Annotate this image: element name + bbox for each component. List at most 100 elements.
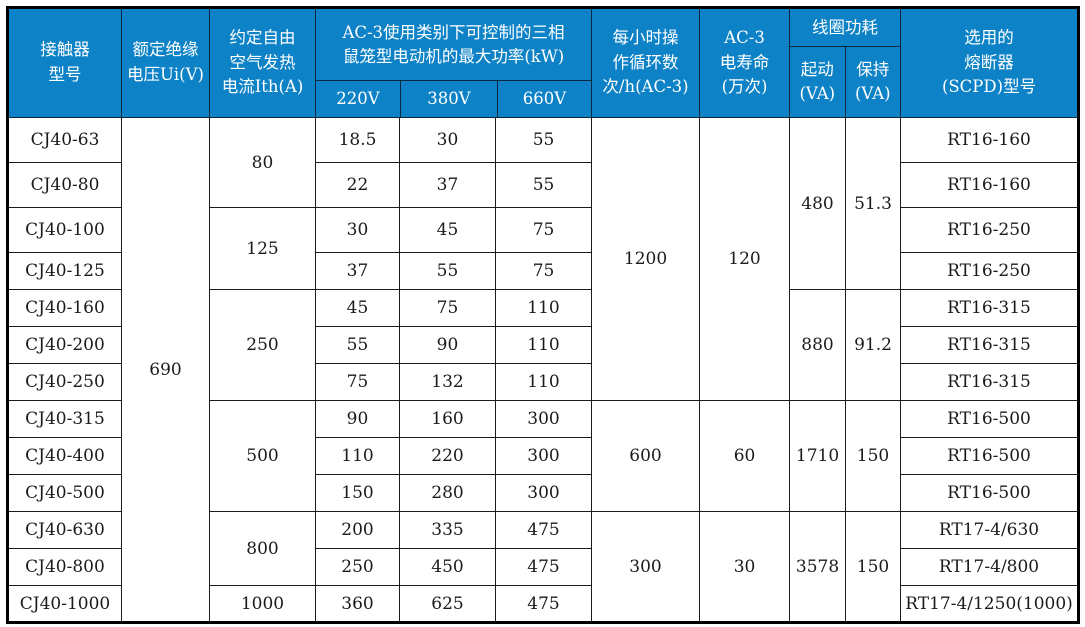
kw-380-cell: 30 bbox=[399, 117, 496, 163]
model-cell: CJ40-100 bbox=[7, 207, 122, 253]
col-header-220v: 220V bbox=[336, 89, 380, 109]
col-header-fuse-scpd: 选用的 熔断器 (SCPD)型号 bbox=[900, 7, 1080, 118]
model-cell: CJ40-160 bbox=[7, 289, 122, 327]
model-cell: CJ40-125 bbox=[7, 252, 122, 290]
fuse-cell: RT16-160 bbox=[900, 162, 1080, 208]
coil-pickup-cell: 480 bbox=[789, 117, 847, 290]
kw-380-cell: 45 bbox=[399, 207, 496, 253]
table-row: CJ40-315 500 90 160 300 600 60 1710 150 … bbox=[7, 400, 1080, 512]
kw-220-cell: 360 bbox=[315, 585, 400, 623]
table-row: CJ40-1000 1000 360 625 475 RT17-4/1250(1… bbox=[7, 585, 1080, 623]
fuse-cell: RT17-4/1250(1000) bbox=[900, 585, 1080, 623]
coil-holding-cell: 51.3 bbox=[845, 117, 902, 290]
kw-220-cell: 200 bbox=[315, 511, 400, 549]
kw-220-cell: 30 bbox=[315, 207, 400, 253]
fuse-cell: RT16-315 bbox=[900, 326, 1080, 364]
kw-380-cell: 160 bbox=[399, 400, 496, 438]
kw-220-cell: 55 bbox=[315, 326, 400, 364]
col-header-380v: 380V bbox=[400, 81, 497, 117]
kw-660-cell: 75 bbox=[494, 207, 593, 253]
kw-380-cell: 37 bbox=[399, 162, 496, 208]
kw-660-cell: 300 bbox=[494, 400, 593, 438]
coil-holding-cell: 91.2 bbox=[845, 289, 902, 401]
model-cell: CJ40-250 bbox=[7, 363, 122, 401]
kw-380-cell: 75 bbox=[399, 289, 496, 327]
kw-380-cell: 335 bbox=[399, 511, 496, 549]
coil-power-group-title: 线圈功耗 bbox=[790, 9, 901, 47]
kw-220-cell: 150 bbox=[315, 474, 400, 512]
table-row: CJ40-80 22 37 55 RT16-160 bbox=[7, 162, 1080, 208]
col-header-660v: 660V bbox=[497, 81, 591, 117]
kw-660-cell: 475 bbox=[494, 511, 593, 549]
kw-220-cell: 90 bbox=[315, 400, 400, 438]
kw-660-cell: 75 bbox=[494, 252, 593, 290]
fuse-cell: RT16-315 bbox=[900, 289, 1080, 327]
model-cell: CJ40-80 bbox=[7, 162, 122, 208]
kw-220-cell: 18.5 bbox=[315, 117, 400, 163]
voltage-subheaders: 220V 380V 660V bbox=[316, 81, 591, 117]
ith-cell: 250 bbox=[209, 289, 316, 401]
kw-660-cell: 55 bbox=[494, 162, 593, 208]
model-cell: CJ40-1000 bbox=[7, 585, 122, 623]
col-header-cycles-per-hour: 每小时操 作循环数 次/h(AC-3) bbox=[591, 7, 701, 118]
kw-220-cell: 75 bbox=[315, 363, 400, 401]
col-header-coil-pickup: 起动 (VA) bbox=[799, 60, 836, 103]
kw-660-cell: 300 bbox=[494, 437, 593, 475]
kw-660-cell: 110 bbox=[494, 363, 593, 401]
coil-holding-cell: 150 bbox=[845, 511, 902, 623]
kw-660-cell: 55 bbox=[494, 117, 593, 163]
fuse-cell: RT16-500 bbox=[900, 437, 1080, 475]
kw-220-cell: 37 bbox=[315, 252, 400, 290]
life-cell: 30 bbox=[699, 511, 791, 623]
kw-380-cell: 220 bbox=[399, 437, 496, 475]
coil-subheaders: 起动 (VA) 保持 (VA) bbox=[790, 47, 900, 117]
ith-cell: 800 bbox=[209, 511, 316, 586]
kw-660-cell: 110 bbox=[494, 326, 593, 364]
kw-220-cell: 250 bbox=[315, 548, 400, 586]
table-row: CJ40-250 75 132 110 RT16-315 bbox=[7, 363, 1080, 401]
kw-220-cell: 110 bbox=[315, 437, 400, 475]
model-cell: CJ40-630 bbox=[7, 511, 122, 549]
ith-cell: 80 bbox=[209, 117, 316, 208]
kw-380-cell: 90 bbox=[399, 326, 496, 364]
model-cell: CJ40-315 bbox=[7, 400, 122, 438]
fuse-cell: RT16-500 bbox=[900, 474, 1080, 512]
model-cell: CJ40-63 bbox=[7, 117, 122, 163]
table-row: CJ40-630 800 200 335 475 300 30 3578 150… bbox=[7, 511, 1080, 623]
table-row: CJ40-400 110 220 300 RT16-500 bbox=[7, 437, 1080, 475]
life-cell: 60 bbox=[699, 400, 791, 512]
table-row: CJ40-160 250 45 75 110 880 91.2 RT16-315 bbox=[7, 289, 1080, 401]
col-header-thermal-current: 约定自由 空气发热 电流Ith(A) bbox=[209, 7, 316, 118]
kw-380-cell: 280 bbox=[399, 474, 496, 512]
cycles-cell: 1200 bbox=[591, 117, 701, 401]
fuse-cell: RT16-250 bbox=[900, 207, 1080, 253]
col-group-coil-power: 线圈功耗 起动 (VA) 保持 (VA) bbox=[789, 7, 902, 118]
model-cell: CJ40-500 bbox=[7, 474, 122, 512]
col-header-rated-insulation-voltage: 额定绝缘 电压Ui(V) bbox=[121, 7, 210, 118]
life-cell: 120 bbox=[699, 117, 791, 401]
coil-pickup-cell: 880 bbox=[789, 289, 847, 401]
fuse-cell: RT17-4/800 bbox=[900, 548, 1080, 586]
ith-cell: 500 bbox=[209, 400, 316, 512]
fuse-cell: RT16-160 bbox=[900, 117, 1080, 163]
kw-660-cell: 475 bbox=[494, 548, 593, 586]
fuse-cell: RT16-500 bbox=[900, 400, 1080, 438]
table-row: CJ40-200 55 90 110 RT16-315 bbox=[7, 326, 1080, 364]
model-cell: CJ40-200 bbox=[7, 326, 122, 364]
table-row: CJ40-125 37 55 75 RT16-250 bbox=[7, 252, 1080, 290]
kw-380-cell: 132 bbox=[399, 363, 496, 401]
coil-pickup-cell: 3578 bbox=[789, 511, 847, 623]
contactor-spec-table: 接触器 型号 额定绝缘 电压Ui(V) 约定自由 空气发热 电流Ith(A) A… bbox=[6, 6, 1081, 624]
kw-660-cell: 300 bbox=[494, 474, 593, 512]
kw-220-cell: 22 bbox=[315, 162, 400, 208]
kw-660-cell: 110 bbox=[494, 289, 593, 327]
header-row: 接触器 型号 额定绝缘 电压Ui(V) 约定自由 空气发热 电流Ith(A) A… bbox=[7, 7, 1080, 118]
kw-660-cell: 475 bbox=[494, 585, 593, 623]
kw-380-cell: 450 bbox=[399, 548, 496, 586]
cycles-cell: 300 bbox=[591, 511, 701, 623]
coil-holding-cell: 150 bbox=[845, 400, 902, 512]
col-header-electrical-life: AC-3 电寿命 (万次) bbox=[699, 7, 791, 118]
kw-220-cell: 45 bbox=[315, 289, 400, 327]
model-cell: CJ40-400 bbox=[7, 437, 122, 475]
